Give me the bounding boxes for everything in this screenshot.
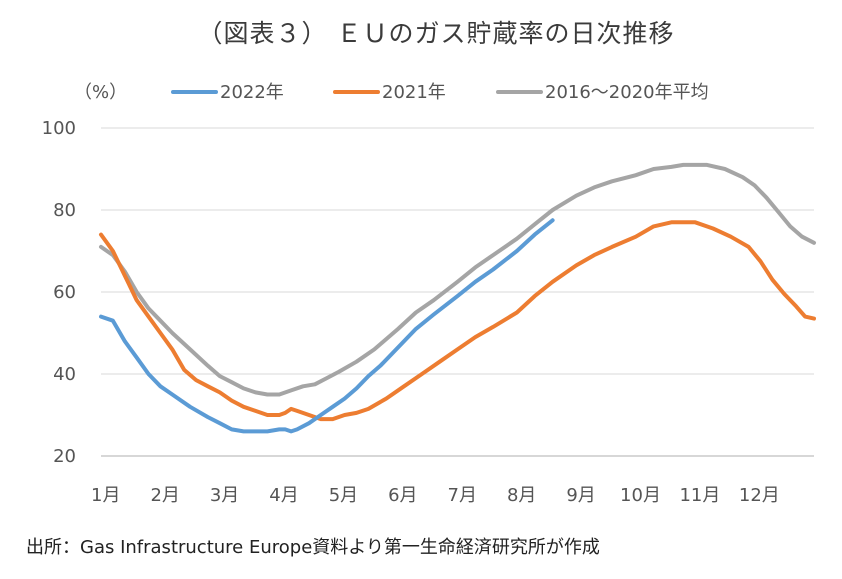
y-tick-label: 60 (53, 282, 76, 303)
x-tick-label: 4月 (269, 485, 298, 506)
series-line-0 (99, 218, 555, 434)
x-tick-label: 9月 (566, 485, 595, 506)
x-tick-label: 3月 (210, 485, 239, 506)
x-tick-label: 11月 (679, 485, 720, 506)
y-tick-label: 100 (42, 118, 76, 139)
series-line-2 (99, 162, 816, 397)
y-tick-label: 20 (53, 446, 76, 467)
x-tick-label: 10月 (620, 485, 661, 506)
series-line-1 (99, 220, 816, 422)
chart-title: （図表３） ＥＵのガス貯蔵率の日次推移 (198, 19, 675, 48)
x-tick-label: 8月 (507, 485, 536, 506)
legend-label-0: 2022年 (220, 82, 284, 103)
y-axis-unit-label: （%） (74, 82, 127, 103)
x-tick-label: 7月 (448, 485, 477, 506)
gridlines (101, 127, 814, 457)
legend-label-1: 2021年 (382, 82, 446, 103)
x-tick-label: 5月 (329, 485, 358, 506)
legend: 2022年 2021年 2016～2020年平均 (171, 82, 709, 103)
y-tick-label: 40 (53, 364, 76, 385)
x-tick-label: 2月 (150, 485, 179, 506)
series-lines (99, 162, 816, 434)
x-tick-label: 12月 (739, 485, 780, 506)
source-note: 出所：Gas Infrastructure Europe資料より第一生命経済研究… (26, 537, 600, 558)
x-tick-label: 1月 (91, 485, 120, 506)
y-tick-label: 80 (53, 200, 76, 221)
x-axis-ticks: 1月 2月 3月 4月 5月 6月 7月 8月 9月 10月 11月 12月 (91, 485, 780, 506)
legend-label-2: 2016～2020年平均 (545, 82, 709, 103)
y-axis-ticks: 20 40 60 80 100 (42, 118, 76, 467)
x-tick-label: 6月 (388, 485, 417, 506)
